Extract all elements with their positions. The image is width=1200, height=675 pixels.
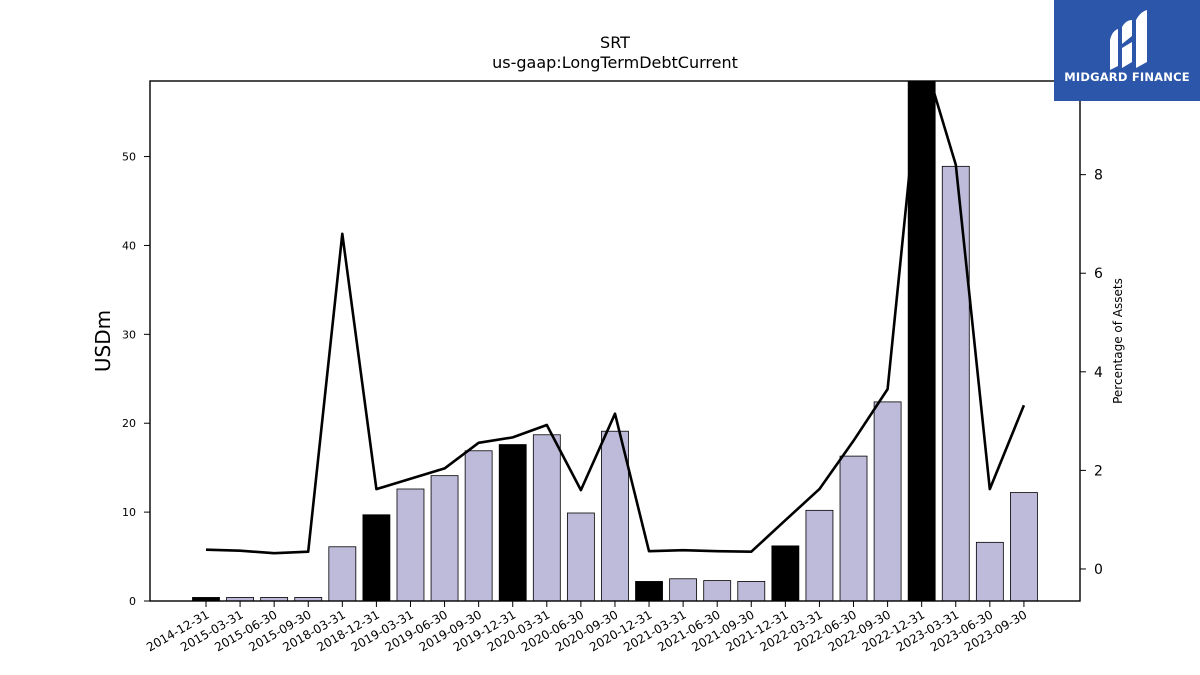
y-axis-label: USDm	[91, 310, 115, 372]
percentage-line	[205, 81, 1026, 555]
bar	[328, 546, 357, 602]
bar	[873, 401, 902, 602]
bar	[430, 475, 459, 602]
y2-tick-label: 2	[1094, 463, 1103, 479]
y2-axis-label: Percentage of Assets	[1111, 278, 1125, 404]
bar	[975, 541, 1004, 602]
logo: MIDGARD FINANCE	[1054, 0, 1200, 101]
bar	[771, 545, 800, 602]
y-tick-label: 40	[122, 239, 136, 252]
midgard-m-logo-icon	[1110, 10, 1147, 70]
bar	[669, 578, 698, 602]
bar-series	[192, 80, 1038, 602]
bar	[532, 434, 561, 602]
bar	[839, 455, 868, 602]
logo-text: MIDGARD FINANCE	[1064, 70, 1190, 84]
chart-title: SRT	[600, 33, 630, 52]
bar	[601, 430, 629, 602]
y-tick-label: 20	[122, 417, 136, 430]
chart-subtitle: us-gaap:LongTermDebtCurrent	[492, 53, 738, 72]
y2-tick-label: 8	[1094, 168, 1103, 184]
bar	[907, 80, 936, 602]
y2-tick-label: 0	[1094, 562, 1103, 578]
bar	[805, 509, 834, 602]
bar	[396, 488, 425, 602]
bar	[737, 581, 766, 602]
bar	[464, 450, 493, 602]
y-tick-label: 30	[122, 328, 136, 341]
y-tick-label: 50	[122, 151, 136, 164]
bar	[1010, 492, 1038, 602]
line-series	[205, 81, 1026, 555]
bar	[566, 512, 595, 602]
bar	[635, 581, 663, 602]
bar	[498, 444, 527, 602]
bar	[362, 514, 391, 602]
y2-tick-label: 4	[1094, 365, 1103, 381]
bar	[941, 165, 970, 602]
y-tick-label: 10	[122, 506, 136, 519]
y-tick-label: 0	[129, 595, 136, 608]
y2-tick-label: 6	[1094, 266, 1103, 282]
bar	[703, 580, 732, 602]
